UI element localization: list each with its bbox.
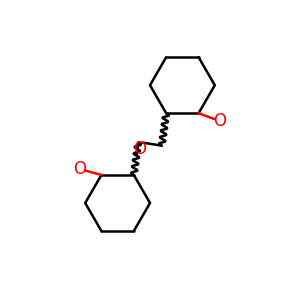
Text: O: O bbox=[214, 112, 226, 130]
Text: O: O bbox=[133, 140, 146, 158]
Text: O: O bbox=[74, 160, 86, 178]
